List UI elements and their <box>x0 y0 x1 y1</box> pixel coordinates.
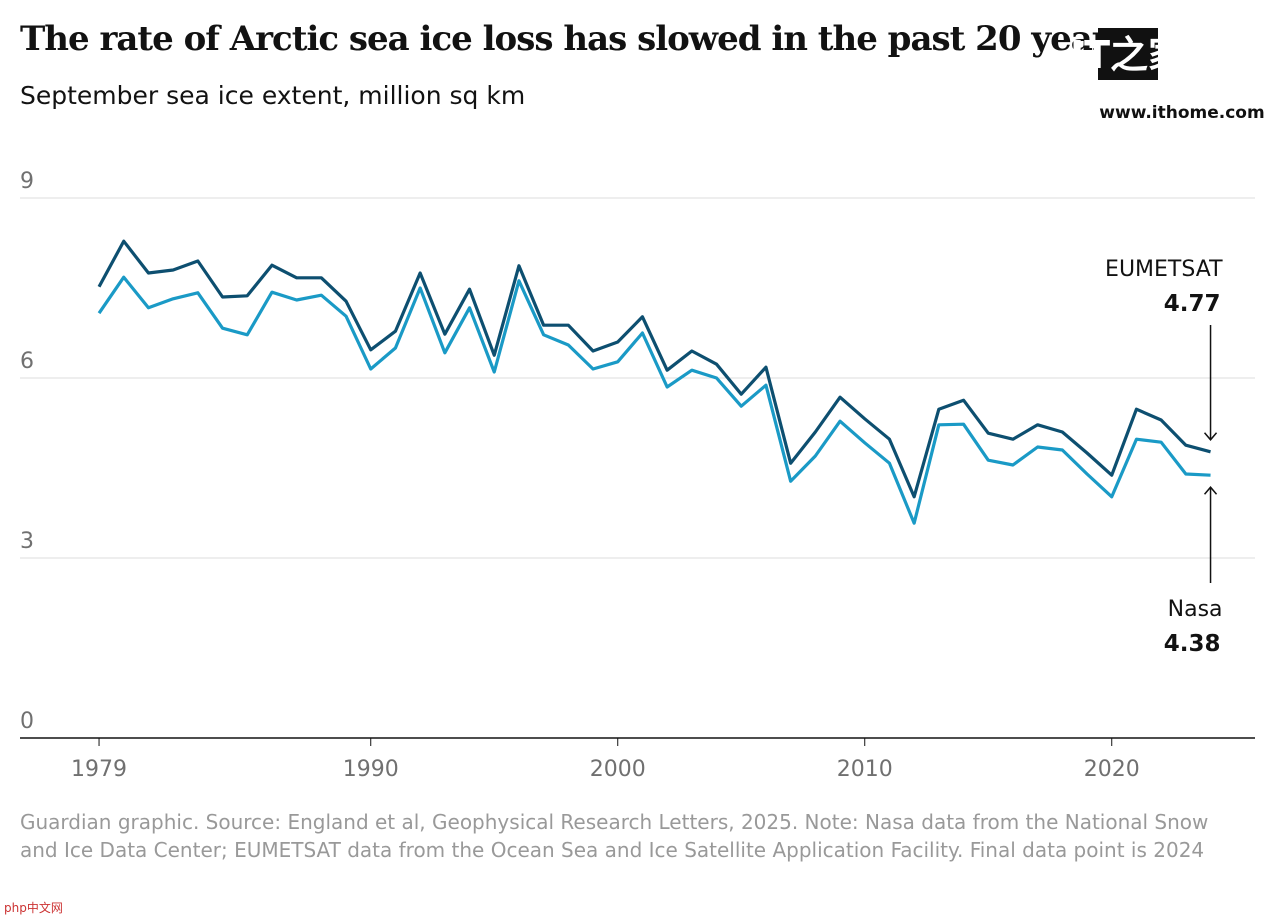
line <box>97 275 1211 525</box>
chart-title: The rate of Arctic sea ice loss has slow… <box>20 19 1127 59</box>
arrow-head <box>1203 486 1218 495</box>
arrow-head <box>1203 432 1218 441</box>
y-tick-label: 6 <box>20 349 34 374</box>
y-tick-label: 9 <box>20 169 34 194</box>
line <box>97 239 1211 499</box>
watermark-url: www.ithome.com <box>1099 103 1264 123</box>
x-tick-label: 1979 <box>71 757 127 782</box>
watermark-corner: php中文网 <box>4 900 63 915</box>
annotation-value: 4.77 <box>1164 291 1221 317</box>
x-tick-label: 2000 <box>590 757 646 782</box>
y-tick-label: 0 <box>20 709 34 734</box>
annotation-label: EUMETSAT <box>1105 257 1223 282</box>
x-tick-label: 2010 <box>837 757 893 782</box>
y-tick-label: 3 <box>20 529 34 554</box>
logo-box <box>1098 28 1158 80</box>
x-tick-label: 1990 <box>343 757 399 782</box>
source-note: Guardian graphic. Source: England et al,… <box>20 810 1209 862</box>
x-tick-label: 2020 <box>1084 757 1140 782</box>
chart-subtitle: September sea ice extent, million sq km <box>20 81 525 110</box>
logo: IT之家 <box>1070 33 1186 77</box>
annotation-label: Nasa <box>1168 597 1223 622</box>
annotation-value: 4.38 <box>1164 631 1221 657</box>
